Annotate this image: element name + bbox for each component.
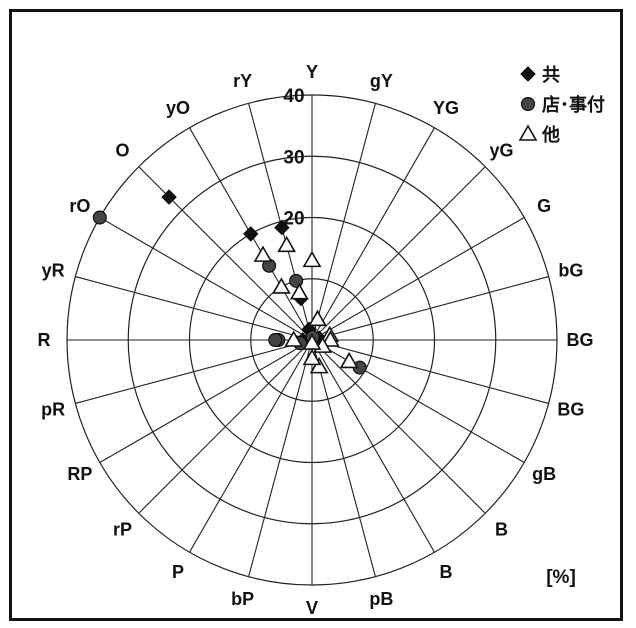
grid-spoke	[311, 127, 435, 341]
legend-label: 共	[542, 65, 560, 85]
grid-spoke	[311, 339, 376, 577]
triangle-marker	[284, 330, 304, 347]
grid-spoke	[311, 339, 435, 553]
direction-label: yG	[489, 140, 513, 160]
direction-label: yR	[42, 261, 65, 281]
data-points	[92, 189, 367, 375]
grid-spoke	[311, 166, 486, 341]
triangle-marker	[289, 283, 309, 300]
triangle-marker	[302, 333, 322, 350]
direction-label: O	[115, 140, 129, 160]
unit-label: [%]	[546, 567, 576, 588]
diamond-marker	[243, 226, 259, 242]
circle-marker	[289, 273, 304, 288]
direction-label: yO	[166, 98, 190, 118]
direction-label: rY	[233, 71, 252, 91]
grid-spoke	[189, 339, 313, 553]
grid-spoke	[311, 339, 549, 404]
legend-diamond-marker	[520, 66, 536, 82]
grid-spoke	[311, 103, 376, 341]
chart-grid	[66, 94, 558, 586]
grid-spoke	[311, 276, 549, 341]
triangle-marker	[308, 309, 327, 327]
diamond-marker	[274, 219, 290, 236]
grid-spoke	[99, 217, 313, 341]
direction-label: B	[440, 562, 453, 582]
direction-label: V	[306, 598, 318, 618]
triangle-marker	[339, 351, 359, 369]
direction-label: rO	[69, 196, 90, 216]
direction-label: pR	[41, 399, 65, 419]
grid-spoke	[311, 339, 486, 514]
legend-triangle-marker	[518, 124, 538, 141]
grid-spoke	[75, 339, 313, 404]
direction-label: G	[537, 196, 551, 216]
triangle-marker	[277, 235, 297, 253]
triangle-marker	[302, 348, 322, 366]
legend-label: 店･事付	[542, 94, 605, 115]
grid-spoke	[99, 339, 313, 463]
radial-tick-labels: 20 30 40	[283, 86, 304, 230]
radial-tick-label: 40	[283, 86, 304, 107]
circle-marker	[92, 210, 107, 225]
direction-label: YG	[433, 98, 459, 118]
circle-marker	[268, 333, 283, 347]
triangle-marker	[309, 357, 329, 374]
diamond-marker	[161, 189, 177, 205]
grid-spoke	[248, 339, 313, 577]
direction-label: bG	[558, 261, 583, 281]
triangle-marker	[253, 245, 273, 262]
direction-label: B	[495, 520, 508, 540]
direction-label: R	[38, 330, 51, 350]
direction-label: rP	[113, 520, 132, 540]
triangle-marker	[302, 250, 322, 268]
triangle-marker	[271, 277, 291, 294]
grid-spoke	[311, 339, 525, 463]
direction-label: BG	[567, 330, 594, 350]
radial-tick-label: 30	[283, 147, 304, 168]
triangle-marker	[320, 330, 340, 347]
grid-spoke	[138, 339, 313, 514]
legend-label: 他	[541, 124, 560, 145]
direction-label: gB	[532, 464, 556, 484]
direction-label: gY	[370, 71, 393, 91]
legend-circle-marker	[521, 97, 535, 111]
direction-label: BG	[557, 399, 584, 419]
radial-tick-label: 20	[283, 209, 304, 230]
direction-label: pB	[369, 589, 393, 609]
direction-label: bP	[231, 589, 254, 609]
direction-label: P	[172, 562, 184, 582]
direction-label: Y	[306, 62, 318, 82]
grid-spoke	[75, 276, 313, 341]
grid-spoke	[138, 166, 313, 341]
grid-spoke	[311, 217, 525, 341]
legend: 共店･事付他	[518, 65, 605, 145]
direction-label: RP	[67, 464, 92, 484]
